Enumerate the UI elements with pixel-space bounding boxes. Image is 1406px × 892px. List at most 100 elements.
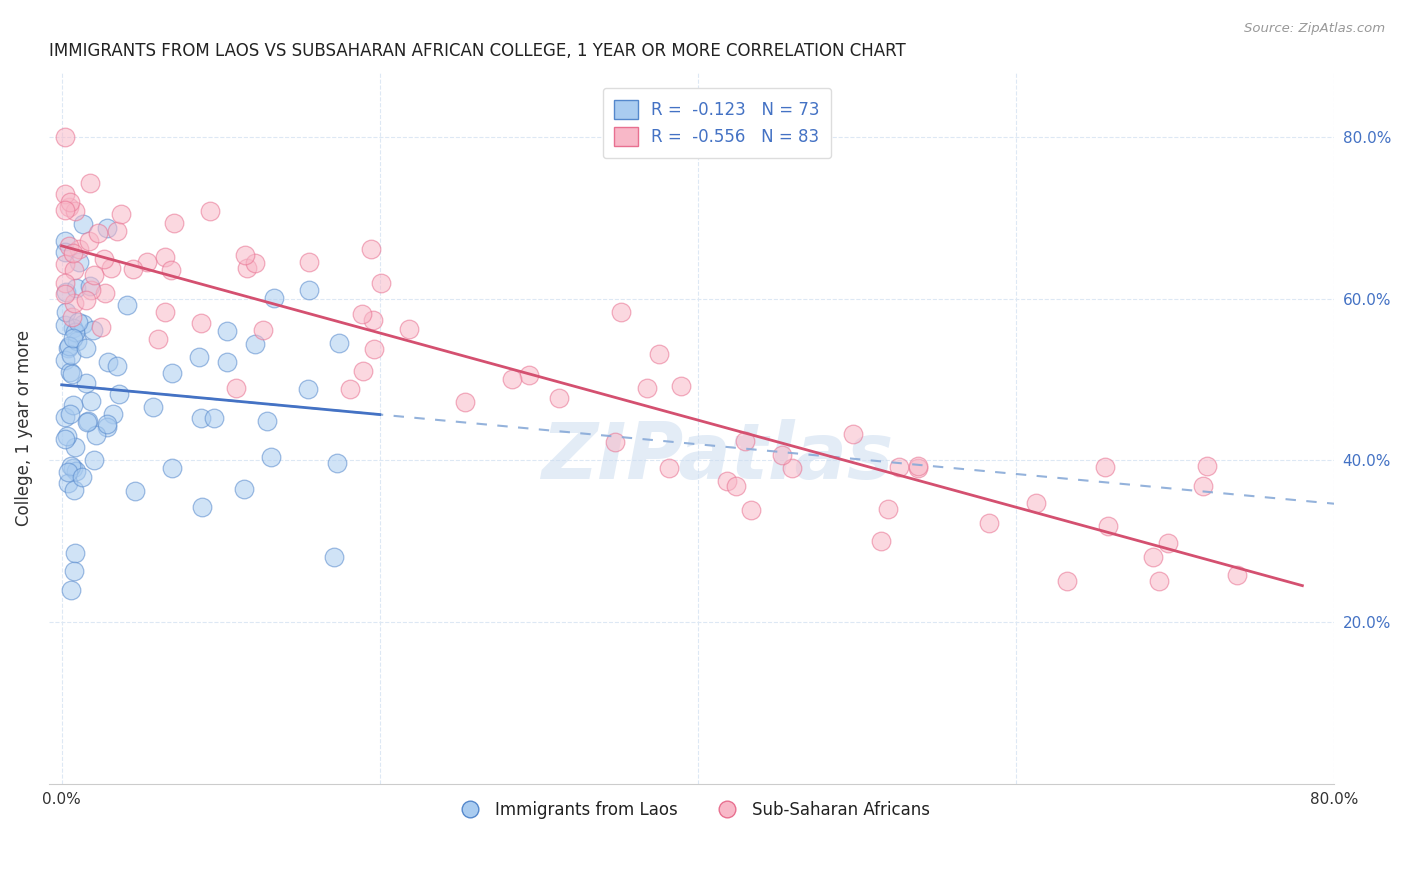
Point: [83, 452, 105, 467]
Point: [636, 381, 658, 395]
Point: [66, 334, 89, 348]
Point: [323, 549, 346, 564]
Point: [82, 322, 104, 336]
Point: [53, 257, 76, 271]
Point: [360, 242, 382, 256]
Point: [53, 129, 76, 144]
Point: [58, 200, 80, 214]
Point: [79, 176, 101, 190]
Point: [243, 336, 266, 351]
Point: [63, 440, 86, 454]
Point: [101, 407, 124, 421]
Point: [62, 461, 84, 475]
Point: [67, 255, 90, 269]
Point: [53, 318, 76, 332]
Point: [153, 305, 176, 319]
Point: [76, 416, 98, 430]
Point: [876, 501, 898, 516]
Point: [59, 195, 82, 210]
Point: [225, 381, 247, 395]
Point: [605, 434, 627, 449]
Point: [75, 376, 97, 390]
Point: [339, 382, 361, 396]
Point: [77, 414, 100, 428]
Text: IMMIGRANTS FROM LAOS VS SUBSAHARAN AFRICAN COLLEGE, 1 YEAR OR MORE CORRELATION C: IMMIGRANTS FROM LAOS VS SUBSAHARAN AFRIC…: [49, 42, 905, 60]
Point: [94, 286, 117, 301]
Point: [352, 364, 374, 378]
Point: [202, 410, 225, 425]
Point: [110, 207, 132, 221]
Point: [148, 332, 170, 346]
Point: [59, 408, 82, 422]
Point: [59, 459, 82, 474]
Point: [142, 400, 165, 414]
Point: [350, 307, 373, 321]
Point: [1094, 460, 1116, 475]
Point: [236, 260, 259, 275]
Point: [55, 285, 77, 299]
Point: [190, 316, 212, 330]
Point: [782, 461, 804, 475]
Point: [63, 546, 86, 560]
Point: [658, 461, 681, 475]
Point: [96, 420, 118, 434]
Point: [200, 203, 222, 218]
Point: [59, 582, 82, 597]
Legend: Immigrants from Laos, Sub-Saharan Africans: Immigrants from Laos, Sub-Saharan Africa…: [446, 794, 936, 825]
Point: [734, 434, 756, 449]
Point: [79, 393, 101, 408]
Point: [105, 224, 128, 238]
Point: [907, 458, 929, 473]
Point: [56, 465, 79, 479]
Point: [63, 263, 86, 277]
Point: [1142, 549, 1164, 564]
Point: [90, 320, 112, 334]
Point: [53, 410, 76, 425]
Point: [66, 315, 89, 329]
Point: [398, 321, 420, 335]
Point: [298, 254, 321, 268]
Point: [548, 392, 571, 406]
Point: [770, 448, 793, 462]
Point: [60, 310, 83, 324]
Point: [62, 399, 84, 413]
Point: [163, 216, 186, 230]
Point: [153, 250, 176, 264]
Point: [325, 456, 347, 470]
Point: [716, 474, 738, 488]
Point: [93, 252, 115, 267]
Point: [1097, 519, 1119, 533]
Point: [53, 234, 76, 248]
Point: [122, 261, 145, 276]
Point: [53, 186, 76, 201]
Point: [243, 256, 266, 270]
Point: [67, 243, 90, 257]
Point: [361, 312, 384, 326]
Point: [108, 386, 131, 401]
Point: [517, 368, 540, 382]
Point: [1195, 458, 1218, 473]
Point: [1226, 568, 1249, 582]
Point: [1025, 496, 1047, 510]
Point: [72, 317, 94, 331]
Point: [55, 432, 77, 446]
Point: [53, 286, 76, 301]
Point: [370, 276, 392, 290]
Point: [59, 365, 82, 379]
Point: [215, 324, 238, 338]
Point: [59, 348, 82, 362]
Point: [669, 379, 692, 393]
Point: [62, 483, 84, 497]
Point: [233, 248, 256, 262]
Point: [501, 372, 523, 386]
Point: [1149, 574, 1171, 589]
Point: [62, 321, 84, 335]
Point: [1157, 535, 1180, 549]
Point: [191, 500, 214, 515]
Point: [53, 203, 76, 218]
Point: [648, 347, 671, 361]
Point: [83, 268, 105, 282]
Point: [977, 516, 1000, 531]
Point: [869, 533, 891, 548]
Point: [100, 261, 122, 276]
